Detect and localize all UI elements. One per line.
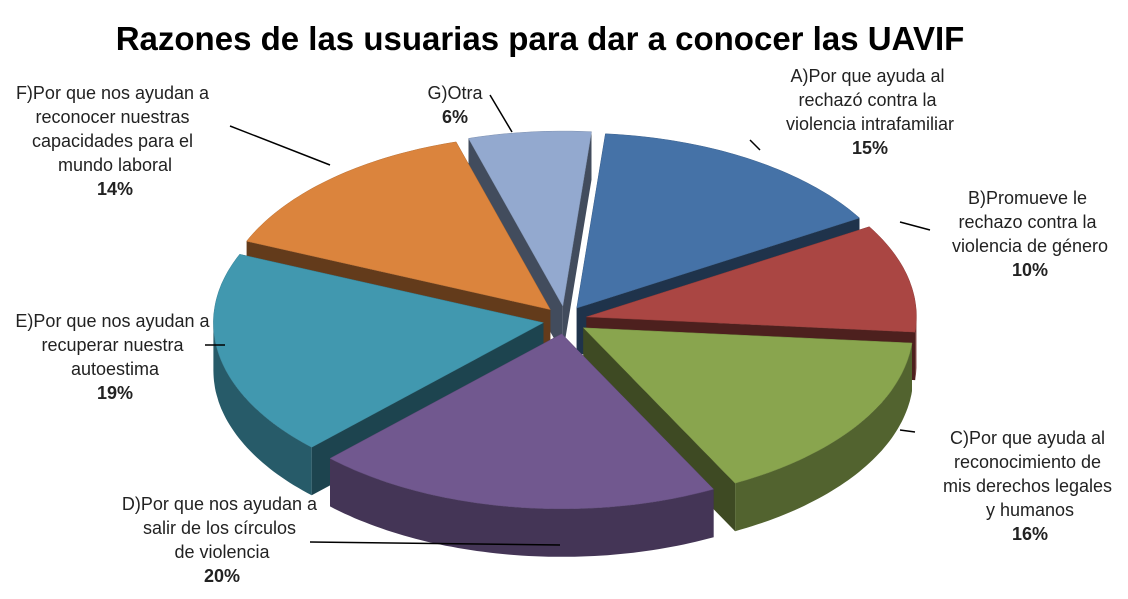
slice-top xyxy=(329,333,715,510)
slice xyxy=(329,333,715,557)
slice-label: A)Por que ayuda al rechazó contra la vio… xyxy=(786,66,954,134)
slice-side xyxy=(915,316,917,381)
leader-line xyxy=(489,94,513,133)
slice-label: G)Otra xyxy=(427,83,483,103)
slice-side xyxy=(213,322,312,496)
slice-label: E)Por que nos ayudan a recuperar nuestra… xyxy=(15,311,214,379)
slice-top xyxy=(213,254,545,448)
slice-top xyxy=(586,226,917,333)
slice-value-label: 20% xyxy=(204,566,240,586)
leader-line xyxy=(229,125,331,166)
slice-top xyxy=(246,141,551,310)
leader-line xyxy=(749,139,761,151)
slice-value-label: 14% xyxy=(97,179,133,199)
slice-label: C)Por que ayuda al reconocimiento de mis… xyxy=(943,428,1117,520)
slice-value-label: 15% xyxy=(852,138,888,158)
slice-label: B)Promueve le rechazo contra la violenci… xyxy=(952,188,1108,256)
slice-value-label: 19% xyxy=(97,383,133,403)
leader-line xyxy=(309,541,561,546)
slice-label: F)Por que nos ayudan a reconocer nuestra… xyxy=(16,83,214,175)
chart-title: Razones de las usuarias para dar a conoc… xyxy=(116,20,965,57)
slice-label: D)Por que nos ayudan a salir de los círc… xyxy=(122,494,322,562)
slice-value-label: 6% xyxy=(442,107,468,127)
slice-top xyxy=(468,130,592,307)
slice-top xyxy=(582,327,913,484)
leader-line xyxy=(899,429,916,433)
leader-line xyxy=(899,221,931,231)
slice-wall xyxy=(562,131,592,355)
slice-side xyxy=(735,343,912,532)
slice-top xyxy=(576,133,861,309)
slice-value-label: 10% xyxy=(1012,260,1048,280)
slice-value-label: 16% xyxy=(1012,524,1048,544)
